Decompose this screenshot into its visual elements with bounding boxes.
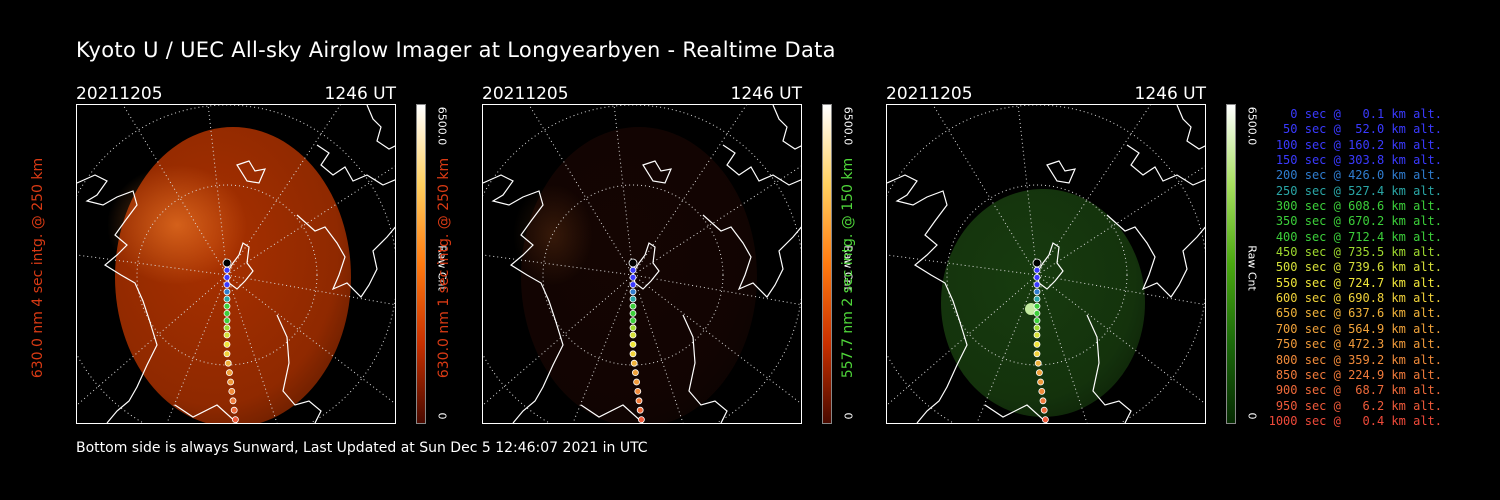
image-panel-2: 20211205 1246 UT 630.0 nm 1 sec intg. @ 25… xyxy=(436,84,855,428)
allsky-image xyxy=(886,104,1206,424)
legend-entry: 950 sec @ 6.2 km alt. xyxy=(1268,398,1442,413)
legend-entry: 750 sec @ 472.3 km alt. xyxy=(1268,337,1442,352)
colorbar xyxy=(822,104,832,424)
legend-entry: 300 sec @ 608.6 km alt. xyxy=(1268,199,1442,214)
legend-entry: 50 sec @ 52.0 km alt. xyxy=(1268,122,1442,137)
legend-entry: 700 sec @ 564.9 km alt. xyxy=(1268,321,1442,336)
trajectory-legend: 0 sec @ 0.1 km alt. 50 sec @ 52.0 km alt… xyxy=(1269,107,1442,429)
legend-entry: 250 sec @ 527.4 km alt. xyxy=(1268,183,1442,198)
legend-entry: 450 sec @ 735.5 km alt. xyxy=(1268,245,1442,260)
image-panel-3: 20211205 1246 UT 557.7 nm 2 sec intg. @ 15… xyxy=(840,84,1259,428)
panel-time: 1246 UT xyxy=(1134,84,1207,104)
panel-time: 1246 UT xyxy=(324,84,397,104)
colorbar xyxy=(416,104,426,424)
allsky-image xyxy=(482,104,802,424)
panel-date: 20211205 xyxy=(76,84,163,104)
legend-entry: 500 sec @ 739.6 km alt. xyxy=(1268,260,1442,275)
panel-date: 20211205 xyxy=(886,84,973,104)
legend-entry: 0 sec @ 0.1 km alt. xyxy=(1268,107,1442,121)
allsky-image xyxy=(76,104,396,424)
legend-entry: 650 sec @ 637.6 km alt. xyxy=(1268,306,1442,321)
colorbar xyxy=(1226,104,1236,424)
status-footer: Bottom side is always Sunward, Last Upda… xyxy=(76,440,648,456)
page-title: Kyoto U / UEC All-sky Airglow Imager at … xyxy=(76,38,836,62)
legend-entry: 200 sec @ 426.0 km alt. xyxy=(1268,168,1442,183)
legend-entry: 600 sec @ 690.8 km alt. xyxy=(1268,291,1442,306)
legend-entry: 400 sec @ 712.4 km alt. xyxy=(1268,229,1442,244)
legend-entry: 800 sec @ 359.2 km alt. xyxy=(1268,352,1442,367)
panel-time: 1246 UT xyxy=(730,84,803,104)
legend-entry: 850 sec @ 224.9 km alt. xyxy=(1268,367,1442,382)
panel-date: 20211205 xyxy=(482,84,569,104)
legend-entry: 1000 sec @ 0.4 km alt. xyxy=(1268,413,1442,428)
legend-entry: 900 sec @ 68.7 km alt. xyxy=(1268,383,1442,398)
legend-entry: 100 sec @ 160.2 km alt. xyxy=(1268,137,1442,152)
legend-entry: 550 sec @ 724.7 km alt. xyxy=(1268,275,1442,290)
legend-entry: 150 sec @ 303.8 km alt. xyxy=(1268,153,1442,168)
legend-entry: 350 sec @ 670.2 km alt. xyxy=(1268,214,1442,229)
image-panel-1: 20211205 1246 UT 630.0 nm 4 sec intg. @ 25… xyxy=(30,84,449,428)
